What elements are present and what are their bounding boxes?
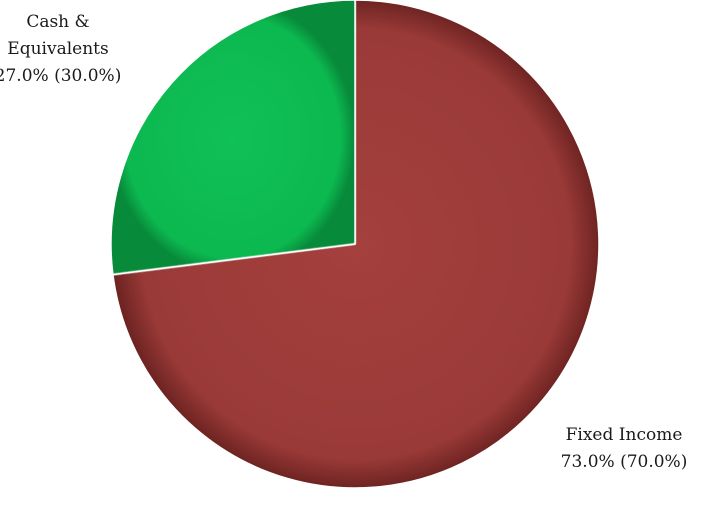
- pie-slice-fixed-income: [112, 0, 600, 489]
- pie-label-cash-equivalents: Cash & Equivalents 27.0% (30.0%): [0, 12, 121, 86]
- pie-slices: [110, 0, 600, 489]
- pie-label-fixed-income: Fixed Income 73.0% (70.0%): [561, 425, 688, 472]
- pie-category-label: Equivalents: [7, 39, 108, 59]
- pie-category-label: Cash &: [26, 12, 89, 32]
- pie-labels: Fixed Income 73.0% (70.0%) Cash & Equivalen…: [0, 12, 687, 472]
- pie-value-label: 27.0% (30.0%): [0, 66, 121, 86]
- pie-value-label: 73.0% (70.0%): [561, 452, 688, 472]
- pie-slice-edge: [112, 242, 356, 277]
- pie-category-label: Fixed Income: [566, 425, 683, 445]
- pie-slice-cash-equivalents: [110, 0, 356, 276]
